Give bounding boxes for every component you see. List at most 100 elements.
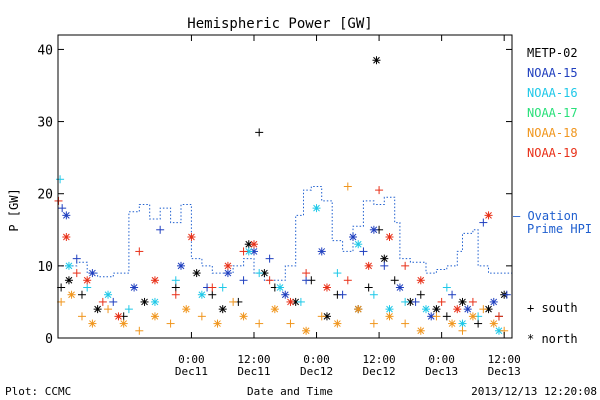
data-point — [192, 269, 201, 278]
data-point — [468, 297, 477, 306]
data-point — [317, 312, 326, 321]
data-point — [239, 312, 248, 321]
data-point — [369, 225, 378, 234]
x-tick-label-time: 12:00 — [237, 353, 270, 366]
x-tick-label-date: Dec12 — [300, 365, 333, 378]
data-point — [54, 196, 63, 205]
data-points-layer — [54, 56, 511, 335]
data-point — [286, 319, 295, 328]
data-point — [213, 319, 222, 328]
data-point — [83, 283, 92, 292]
data-point — [343, 276, 352, 285]
axes-layer: 0102030400:00Dec1112:00Dec110:00Dec1212:… — [37, 35, 521, 378]
data-point — [463, 305, 472, 314]
data-point — [448, 319, 457, 328]
data-point — [390, 276, 399, 285]
data-point — [416, 276, 425, 285]
data-point — [197, 290, 206, 299]
data-point — [135, 326, 144, 335]
data-point — [322, 312, 331, 321]
data-point — [114, 312, 123, 321]
data-point — [302, 276, 311, 285]
data-point — [489, 319, 498, 328]
x-tick-label-date: Dec13 — [425, 365, 458, 378]
data-point — [135, 247, 144, 256]
data-point — [150, 312, 159, 321]
data-point — [375, 186, 384, 195]
data-point — [343, 182, 352, 191]
data-point — [369, 290, 378, 299]
data-point — [479, 218, 488, 227]
data-point — [223, 269, 232, 278]
data-point — [77, 290, 86, 299]
marker-legend-south: + south — [527, 301, 578, 315]
legend-entry: NOAA-16 — [527, 86, 578, 100]
legend-entry: NOAA-17 — [527, 106, 578, 120]
data-point — [354, 240, 363, 249]
data-point — [421, 305, 430, 314]
data-point — [255, 269, 264, 278]
data-point — [333, 319, 342, 328]
data-point — [255, 319, 264, 328]
ovation-legend-line2: Prime HPI — [527, 222, 592, 236]
data-point — [458, 326, 467, 335]
data-point — [98, 297, 107, 306]
data-point — [385, 312, 394, 321]
x-tick-label-time: 0:00 — [428, 353, 455, 366]
data-point — [72, 254, 81, 263]
data-point — [369, 319, 378, 328]
data-point — [317, 247, 326, 256]
data-point — [187, 233, 196, 241]
data-point — [380, 261, 389, 270]
data-point — [484, 211, 493, 220]
y-axis-label: P [GW] — [7, 188, 21, 231]
data-point — [208, 283, 217, 292]
y-tick-label: 40 — [37, 43, 53, 58]
data-point — [442, 312, 451, 321]
data-point — [83, 276, 92, 285]
data-point — [416, 290, 425, 299]
data-point — [77, 312, 86, 321]
data-point — [171, 290, 180, 299]
y-tick-label: 10 — [37, 260, 53, 275]
data-point — [372, 56, 381, 65]
data-point — [156, 225, 165, 234]
x-tick-label-date: Dec11 — [175, 365, 208, 378]
data-point — [385, 305, 394, 314]
data-point — [265, 254, 274, 263]
data-point — [239, 276, 248, 285]
data-point — [56, 175, 65, 184]
data-point — [130, 283, 139, 292]
data-point — [150, 297, 159, 306]
x-tick-label-time: 0:00 — [303, 353, 330, 366]
data-point — [62, 211, 71, 220]
data-point — [395, 283, 404, 292]
data-point — [62, 233, 71, 241]
marker-legend-north: * north — [527, 332, 578, 346]
data-point — [380, 254, 389, 263]
data-point — [479, 305, 488, 314]
data-point — [255, 128, 264, 137]
data-point — [474, 319, 483, 328]
data-point — [354, 305, 363, 314]
data-point — [166, 319, 175, 328]
data-point — [448, 290, 457, 299]
data-point — [281, 290, 290, 299]
data-point — [432, 305, 441, 314]
data-point — [150, 276, 159, 285]
data-point — [411, 297, 420, 306]
data-point — [124, 305, 133, 314]
data-point — [72, 269, 81, 278]
data-point — [182, 305, 191, 314]
data-point — [338, 290, 347, 299]
data-point — [104, 305, 113, 314]
data-point — [385, 233, 394, 241]
data-point — [88, 319, 97, 328]
data-point — [494, 312, 503, 321]
legend-entry: NOAA-19 — [527, 146, 578, 160]
data-point — [286, 297, 295, 306]
data-point — [171, 276, 180, 285]
data-point — [432, 312, 441, 321]
data-point — [218, 305, 227, 314]
data-point — [229, 297, 238, 306]
